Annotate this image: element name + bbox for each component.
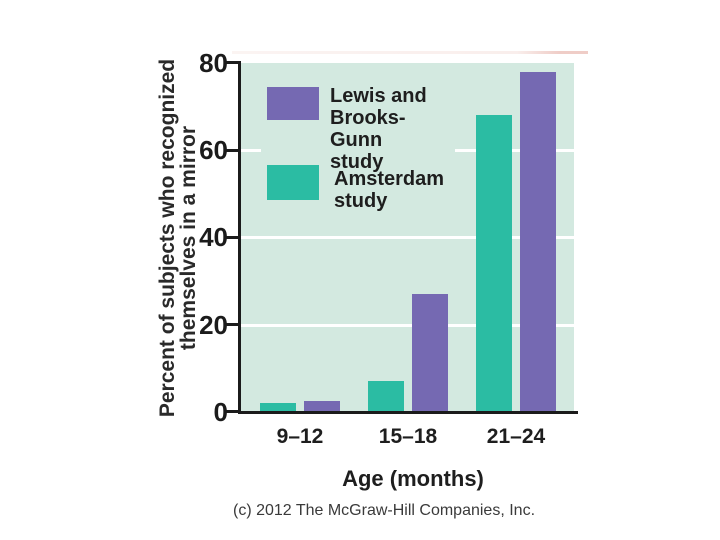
legend-swatch-lewis-brooks-gunn	[267, 87, 319, 120]
y-tick-label-80: 80	[199, 48, 228, 78]
copyright-caption: (c) 2012 The McGraw-Hill Companies, Inc.	[232, 502, 536, 519]
y-tick-label-20: 20	[199, 310, 228, 340]
y-tick-label-40: 40	[199, 222, 228, 252]
y-tick-mark-40	[226, 236, 241, 239]
y-tick-mark-0	[226, 410, 241, 413]
bar-lewis-brooks-gunn-9–12	[304, 401, 340, 412]
y-tick-mark-20	[226, 323, 241, 326]
legend-label-lewis-brooks-gunn: Lewis and Brooks-Gunn study	[330, 85, 427, 173]
x-tick-label-9-12: 9–12	[276, 425, 324, 448]
bar-amsterdam-15–18	[368, 381, 404, 412]
x-axis-title: Age (months)	[342, 466, 484, 491]
plot-area: Lewis and Brooks-Gunn study Amsterdam st…	[241, 63, 574, 412]
chart-legend: Lewis and Brooks-Gunn study Amsterdam st…	[261, 78, 455, 230]
x-tick-label-21-24: 21–24	[486, 425, 546, 448]
y-tick-label-0: 0	[213, 397, 228, 427]
x-axis-line	[238, 411, 578, 414]
legend-swatch-amsterdam	[267, 165, 319, 200]
gridline-40	[241, 236, 574, 239]
gridline-20	[241, 324, 574, 327]
y-tick-mark-60	[226, 149, 241, 152]
bars-layer	[241, 63, 574, 412]
y-tick-label-60: 60	[199, 135, 228, 165]
legend-label-amsterdam: Amsterdam study	[334, 168, 445, 212]
y-tick-mark-80	[226, 61, 241, 64]
bar-lewis-brooks-gunn-15–18	[412, 294, 448, 412]
decorative-pink-rule	[232, 51, 588, 54]
x-tick-label-15-18: 15–18	[378, 425, 438, 448]
y-axis-line	[238, 63, 241, 414]
bar-amsterdam-9–12	[260, 403, 296, 412]
bar-amsterdam-21–24	[476, 115, 512, 412]
bar-lewis-brooks-gunn-21–24	[520, 72, 556, 412]
